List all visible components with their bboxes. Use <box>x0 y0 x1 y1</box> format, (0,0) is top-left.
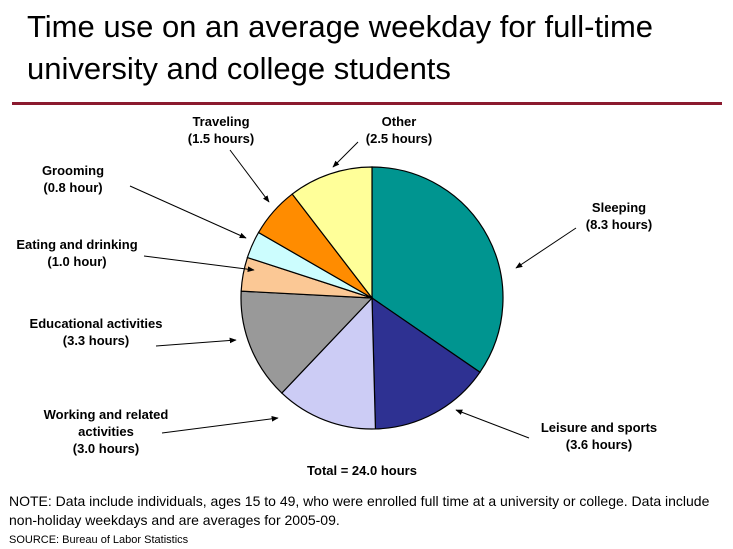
title-divider <box>12 102 722 105</box>
pie-slice-sleeping <box>371 166 504 374</box>
leader-arrow-traveling <box>229 149 270 203</box>
leader-arrow-leisure-and-sports <box>455 409 530 439</box>
pie-slice-other <box>291 166 373 300</box>
note-text: NOTE: Data include individuals, ages 15 … <box>9 492 729 530</box>
pie-slice-working-and-related-activities <box>280 296 377 430</box>
note-line-1: NOTE: Data include individuals, ages 15 … <box>9 493 710 509</box>
slice-label-grooming: Grooming (0.8 hour) <box>42 163 104 195</box>
slice-label-working-and-related-activities: Working and related activities (3.0 hours) <box>44 407 169 456</box>
leader-arrow-grooming <box>129 185 247 239</box>
slice-label-eating-and-drinking: Eating and drinking (1.0 hour) <box>16 237 137 269</box>
note-line-2: non-holiday weekdays and are averages fo… <box>9 512 340 528</box>
leader-arrow-working-and-related-activities <box>161 416 279 434</box>
slice-label-sleeping: Sleeping (8.3 hours) <box>586 200 652 232</box>
slice-label-educational-activities: Educational activities (3.3 hours) <box>30 316 163 348</box>
pie-slice-leisure-and-sports <box>371 296 481 430</box>
slice-label-leisure-and-sports: Leisure and sports (3.6 hours) <box>541 420 657 452</box>
slice-label-other: Other (2.5 hours) <box>366 114 432 146</box>
leader-arrow-sleeping <box>515 227 577 269</box>
source-text: SOURCE: Bureau of Labor Statistics <box>9 534 189 546</box>
leader-arrow-educational-activities <box>155 337 237 347</box>
title-line-2: university and college students <box>27 51 451 86</box>
leader-arrow-other <box>332 141 359 168</box>
slice-label-traveling: Traveling (1.5 hours) <box>188 114 254 146</box>
page-title: Time use on an average weekday for full-… <box>27 6 727 90</box>
total-label: Total = 24.0 hours <box>307 463 417 478</box>
leader-arrow-eating-and-drinking <box>143 255 255 272</box>
pie-slice-educational-activities <box>240 290 374 394</box>
title-line-1: Time use on an average weekday for full-… <box>27 9 654 44</box>
